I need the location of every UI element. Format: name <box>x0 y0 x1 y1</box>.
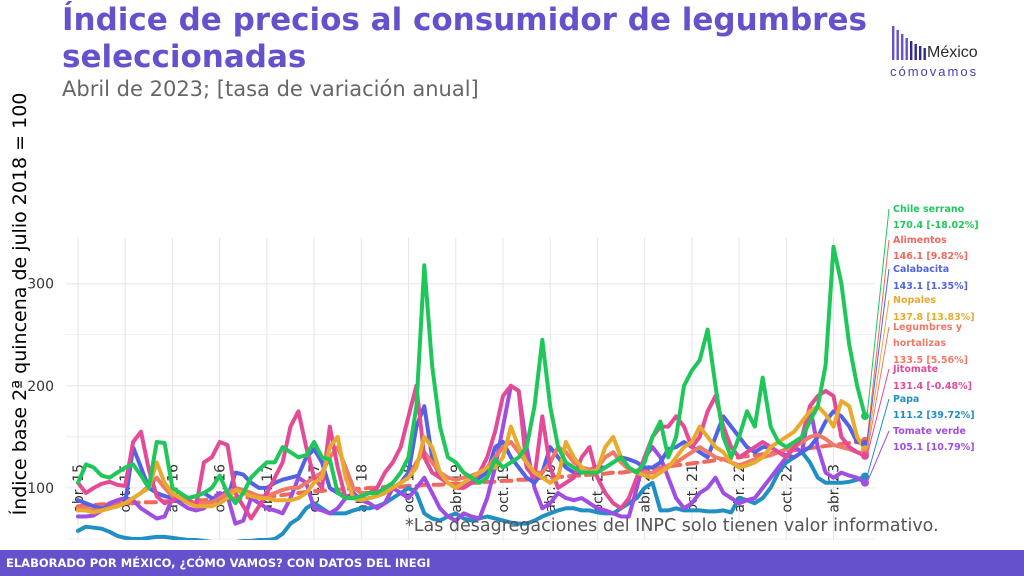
chart-subtitle: Abril de 2023; [tasa de variación anual] <box>62 77 479 101</box>
label-connector <box>866 268 890 444</box>
label-connector <box>866 430 890 483</box>
logo-tagline: cómovamos <box>890 64 979 79</box>
series-name-label: Jitomate <box>892 364 938 375</box>
gridlines <box>66 237 875 540</box>
series-name-label: Nopales <box>893 295 936 306</box>
series-value-label: 146.1 [9.82%] <box>893 251 968 262</box>
logo-name: México <box>927 44 978 61</box>
y-tick-label: 100 <box>27 481 54 497</box>
logo-bar <box>910 41 913 60</box>
series-name-label: hortalizas <box>893 338 946 349</box>
x-tick-label: oct. 21 <box>685 464 701 512</box>
series-value-label: 131.4 [-0.48%] <box>893 381 972 392</box>
logo-bar <box>905 38 908 60</box>
series-value-label: 137.8 [13.83%] <box>893 312 975 323</box>
series-name-label: Papa <box>893 394 919 405</box>
y-tick-label: 200 <box>27 379 54 395</box>
footer-bar: ELABORADO POR MÉXICO, ¿CÓMO VAMOS? CON D… <box>0 550 1024 576</box>
label-connector <box>866 239 890 441</box>
series-name-label: Alimentos <box>893 235 947 246</box>
mexico-como-vamos-logo: México cómovamos <box>890 22 1005 84</box>
series-line-chile-serrano <box>76 244 867 506</box>
label-connector <box>866 208 890 417</box>
chart-title: Índice de precios al consumidor de legum… <box>62 2 867 75</box>
series-value-label: 111.2 [39.72%] <box>893 410 975 421</box>
series-value-label: 170.4 [-18.02%] <box>893 220 979 231</box>
series-value-label: 143.1 [1.35%] <box>893 281 968 292</box>
series-value-label: 105.1 [10.79%] <box>893 442 975 453</box>
logo-bar <box>923 48 926 60</box>
y-tick-label: 300 <box>27 277 54 293</box>
label-connector <box>866 368 890 456</box>
logo-bar <box>896 30 899 60</box>
series-name-label: Chile serrano <box>893 204 965 215</box>
x-tick-label: oct. 19 <box>496 464 512 512</box>
label-connector <box>866 299 890 450</box>
logo-bar <box>901 34 904 60</box>
logo-bar <box>914 44 917 60</box>
footnote: *Las desagregaciones del INPC solo tiene… <box>405 516 939 536</box>
series-endpoint <box>861 472 869 481</box>
logo-bars-icon <box>892 26 926 60</box>
label-connector <box>866 326 890 454</box>
series-line-papa <box>76 450 867 540</box>
logo-bar <box>919 46 922 60</box>
series-value-label: 133.5 [5.56%] <box>893 355 968 366</box>
x-tick-label: oct. 22 <box>779 464 795 512</box>
series-name-label: Calabacita <box>893 264 949 275</box>
series-endpoint <box>861 478 869 487</box>
label-connector <box>866 398 890 477</box>
series-name-label: Legumbres y <box>893 322 963 333</box>
footer-credit: ELABORADO POR MÉXICO, ¿CÓMO VAMOS? CON D… <box>6 556 431 570</box>
logo-bar <box>892 26 895 60</box>
series-name-label: Tomate verde <box>893 426 966 437</box>
